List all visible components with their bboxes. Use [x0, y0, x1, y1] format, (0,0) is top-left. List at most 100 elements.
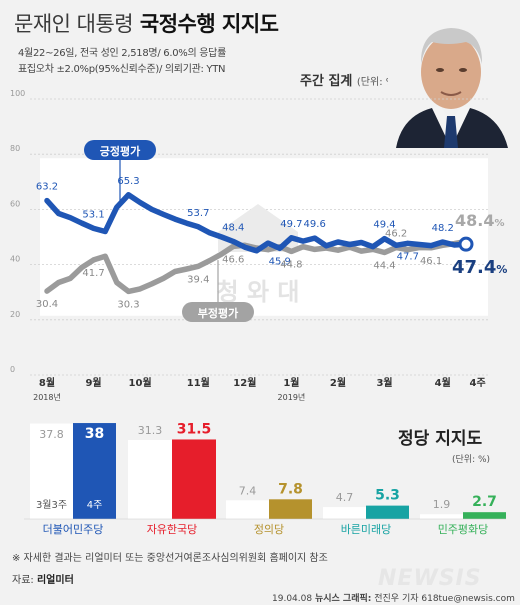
approval-data-label: 65.3: [117, 176, 139, 187]
president-portrait: [388, 12, 514, 148]
x-tick-label: 4월: [435, 377, 451, 389]
disapproval-data-label: 30.3: [117, 299, 139, 310]
bar-current: [73, 423, 116, 519]
disapproval-data-label: 41.7: [82, 268, 104, 279]
y-tick-label: 20: [10, 310, 20, 319]
bar-current: [172, 439, 216, 519]
aggregate-unit: (단위: %): [356, 77, 400, 88]
bar-current: [463, 512, 506, 519]
party-bar-chart: 37.8 38 더불어민주당 31.3 31.5 자유한국당 7.4 7.8 정의당 4.7 5.3…: [24, 421, 506, 536]
approval-data-label: 48.4: [222, 222, 244, 233]
footnote: ※ 자세한 결과는 리얼미터 또는 중앙선거여론조사심의위원회 홈페이지 참조: [12, 553, 328, 564]
header: 문재인 대통령 국정수행 지지도 4월22~26일, 전국 성인 2,518명/…: [0, 0, 520, 118]
bar-category-label: 자유한국당: [147, 523, 198, 536]
x-tick-label: 4주: [470, 377, 486, 389]
bar-previous-label: 7.4: [239, 484, 257, 497]
disapproval-data-label: 30.4: [36, 299, 58, 310]
approval-tag: 긍정평가: [100, 144, 140, 158]
title-main: 국정수행 지지도: [139, 12, 279, 36]
bar-previous: [30, 423, 73, 519]
disapproval-data-label: 39.4: [187, 274, 209, 285]
watermark-text: 청 와 대: [217, 277, 300, 306]
y-tick-label: 60: [10, 199, 20, 208]
aggregate-text: 주간 집계: [300, 74, 353, 89]
approval-line-chart: 100 80 60 40 20 0 청 와 대 63.2 53.1 65.3 53.7 48.4 45.…: [10, 89, 507, 402]
x-tick-label: 1월: [283, 377, 299, 389]
disapproval-data-label: 44.8: [280, 259, 302, 270]
aggregate-label: 주간 집계 (단위: %): [300, 70, 399, 89]
bar-previous: [420, 514, 463, 519]
approval-data-label: 48.2: [432, 223, 454, 234]
approval-data-label: 49.7: [280, 219, 302, 230]
approval-data-label: 47.7: [397, 251, 419, 262]
bar-previous-label: 1.9: [433, 498, 451, 511]
disapproval-data-label: 44.4: [373, 260, 395, 271]
x-tick-label: 10월: [129, 377, 152, 389]
bar-category-label: 더불어민주당: [43, 523, 104, 536]
credit-line: 19.04.08 뉴시스 그래픽: 전진우 기자 618tue@newsis.c…: [272, 591, 515, 604]
disapproval-final-label: 48.4%: [455, 211, 505, 230]
source-label: 자료:: [12, 575, 34, 586]
bar-previous-label: 31.3: [138, 424, 163, 437]
source-line: 자료: 리얼미터: [12, 571, 74, 586]
credit-date: 19.04.08: [272, 594, 313, 604]
x-tick-label: 11월: [187, 377, 210, 389]
bar-current-label: 38: [85, 426, 104, 442]
meta-line-1: 4월22~26일, 전국 성인 2,518명/ 6.0%의 응답률: [18, 48, 226, 59]
approval-data-label: 53.1: [82, 209, 104, 220]
survey-meta: 4월22~26일, 전국 성인 2,518명/ 6.0%의 응답률 표집오차 ±…: [18, 46, 226, 78]
y-tick-label: 80: [10, 144, 20, 153]
disapproval-data-label: 46.6: [222, 254, 244, 265]
bar-current-label: 5.3: [375, 488, 400, 504]
x-tick-label: 8월: [39, 377, 55, 389]
disapproval-final-unit: %: [494, 218, 504, 229]
bar-category-label: 민주평화당: [438, 523, 489, 536]
party-chart-unit: (단위: %): [452, 455, 491, 465]
y-tick-label: 40: [10, 255, 20, 264]
bar-previous-label: 4.7: [336, 491, 354, 504]
y-tick-label: 0: [10, 365, 15, 374]
disapproval-data-label: 46.1: [420, 256, 442, 267]
bar-previous: [323, 507, 366, 519]
meta-line-2: 표집오차 ±2.0%p(95%신뢰수준)/ 의뢰기관: YTN: [18, 64, 226, 75]
page-title: 문재인 대통령 국정수행 지지도: [14, 8, 279, 38]
approval-tag-bg: [84, 140, 156, 160]
year-label: 2019년: [278, 392, 306, 402]
bar-category-label: 바른미래당: [341, 523, 392, 536]
series-label-previous: 3월3주: [36, 499, 67, 511]
approval-line: [44, 192, 469, 254]
y-tick-label: 100: [10, 89, 25, 98]
bar-previous: [128, 439, 172, 519]
year-label: 2018년: [33, 392, 61, 402]
x-tick-label: 2월: [330, 377, 346, 389]
disapproval-tag-bg: [182, 302, 254, 322]
newsis-logo: NEWSIS: [378, 566, 482, 591]
party-chart-title: 정당 지지도: [398, 429, 483, 449]
x-tick-label: 9월: [85, 377, 101, 389]
bar-previous: [226, 500, 269, 519]
approval-end-marker: [458, 236, 474, 252]
disapproval-data-label: 46.2: [385, 228, 407, 239]
bar-current-label: 2.7: [472, 494, 497, 510]
approval-data-label: 53.7: [187, 208, 209, 219]
source-value: 리얼미터: [36, 575, 74, 586]
approval-data-label: 49.6: [304, 219, 326, 230]
approval-data-label: 63.2: [36, 182, 58, 193]
bar-current: [366, 505, 409, 519]
approval-final-label: 47.4%: [452, 257, 507, 278]
bar-current-label: 31.5: [177, 421, 212, 437]
watermark-roof: [218, 204, 298, 252]
bar-current-label: 7.8: [278, 481, 303, 497]
approval-data-label: 49.4: [373, 220, 395, 231]
credit-author: 전진우 기자 618tue@newsis.com: [374, 594, 515, 604]
approval-data-label: 45.9: [269, 256, 291, 267]
credit-agency: 뉴시스 그래픽:: [314, 594, 372, 604]
x-tick-label: 3월: [376, 377, 392, 389]
title-prefix: 문재인 대통령: [14, 12, 134, 36]
bar-category-label: 정의당: [254, 523, 284, 536]
disapproval-tag: 부정평가: [198, 306, 238, 320]
x-tick-label: 12월: [233, 377, 256, 389]
bar-current: [269, 499, 312, 519]
bar-previous-label: 37.8: [39, 428, 64, 441]
